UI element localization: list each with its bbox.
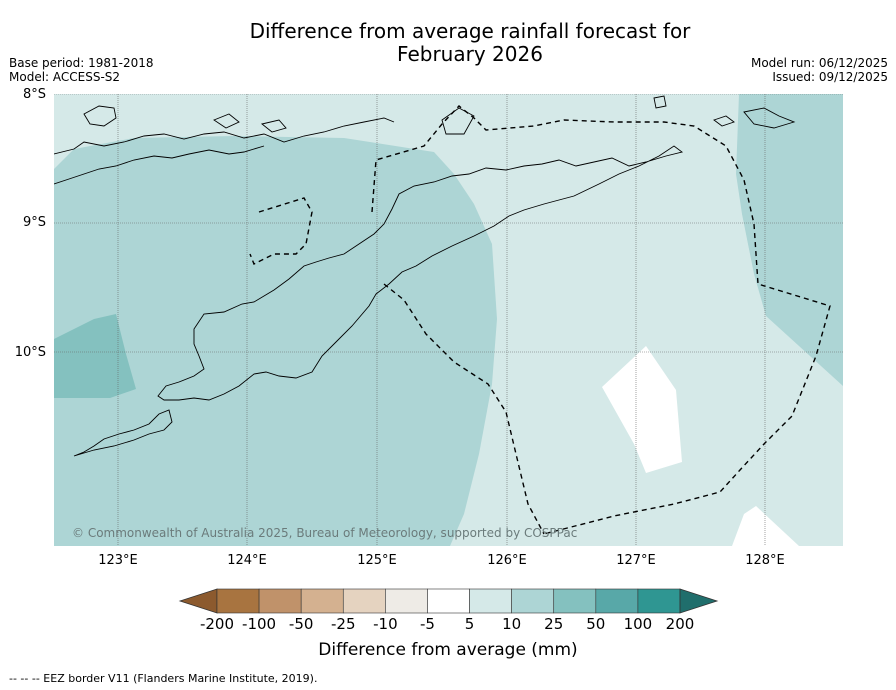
- colorbar-segment: [511, 588, 555, 614]
- colorbar-segment: [553, 588, 597, 614]
- coast-flores: [54, 117, 395, 155]
- lat-label-9s: 9°S: [22, 215, 46, 230]
- map-panel: [54, 94, 843, 546]
- coast-island-5: [713, 115, 735, 127]
- eez-legend-note: -- -- -- EEZ border V11 (Flanders Marine…: [9, 672, 318, 685]
- coastlines: [54, 95, 796, 457]
- cb-tick-label: -5: [419, 615, 435, 633]
- coast-lembata: [54, 145, 265, 185]
- cb-tick-label: 5: [464, 615, 475, 633]
- cb-tick-label: -100: [242, 615, 277, 633]
- colorbar-segment: [216, 588, 260, 614]
- cb-tick-label: 25: [544, 615, 564, 633]
- cb-tick-label: -50: [288, 615, 314, 633]
- chart-title: Difference from average rainfall forecas…: [200, 20, 740, 66]
- title-line-1: Difference from average rainfall forecas…: [249, 19, 691, 43]
- coast-rote: [73, 409, 173, 457]
- colorbar-segment: [595, 588, 639, 614]
- coast-wetar-east: [743, 107, 796, 129]
- cb-tick-label: 200: [665, 615, 695, 633]
- lon-label-123e: 123°E: [98, 553, 138, 568]
- region-white-1: [602, 346, 682, 473]
- copyright-notice: © Commonwealth of Australia 2025, Bureau…: [72, 526, 578, 540]
- eez-main: [371, 105, 831, 535]
- colorbar-segment: [300, 588, 344, 614]
- colorbar: [178, 588, 719, 614]
- colorbar-under-arrow: [178, 588, 218, 614]
- colorbar-segment: [258, 588, 302, 614]
- region-white-2: [732, 506, 799, 546]
- title-line-2: February 2026: [397, 42, 543, 66]
- base-period: Base period: 1981-2018: [9, 56, 154, 70]
- lon-label-126e: 126°E: [487, 553, 527, 568]
- lon-label-127e: 127°E: [616, 553, 656, 568]
- region-mid-east: [736, 94, 843, 386]
- cb-tick-label: 50: [586, 615, 606, 633]
- meta-left: Base period: 1981-2018 Model: ACCESS-S2: [9, 56, 154, 84]
- gridlines: [54, 94, 843, 546]
- colorbar-segments: [216, 588, 681, 614]
- colorbar-title: Difference from average (mm): [318, 640, 578, 660]
- model-name: Model: ACCESS-S2: [9, 70, 121, 84]
- cb-tick-label: -200: [199, 615, 235, 633]
- coast-island-3: [260, 119, 287, 133]
- colorbar-segment: [427, 588, 470, 614]
- coast-island-4: [653, 95, 667, 109]
- coast-atauro: [441, 107, 475, 135]
- coast-island-1: [83, 105, 117, 127]
- colorbar-segment: [385, 588, 428, 614]
- lon-label-124e: 124°E: [227, 553, 267, 568]
- colorbar-segment: [342, 588, 386, 614]
- model-run: Model run: 06/12/2025: [750, 56, 888, 70]
- colorbar-segment: [637, 588, 681, 614]
- eez-oecusse: [249, 197, 313, 265]
- region-dark-west: [54, 314, 136, 398]
- lon-label-128e: 128°E: [745, 553, 785, 568]
- lon-label-125e: 125°E: [357, 553, 397, 568]
- lat-label-10s: 10°S: [14, 345, 46, 360]
- eez-timor-sea: [383, 283, 545, 535]
- coast-timor: [157, 145, 684, 401]
- cb-tick-label: -25: [331, 615, 356, 633]
- coast-island-2: [213, 113, 240, 129]
- cb-tick-label: 100: [623, 615, 653, 633]
- meta-right: Model run: 06/12/2025 Issued: 09/12/2025: [751, 56, 888, 84]
- colorbar-over-arrow: [679, 588, 719, 614]
- region-mid-west: [54, 136, 497, 546]
- eez-border: [249, 105, 831, 535]
- cb-tick-label: 10: [502, 615, 522, 633]
- cb-tick-label: -10: [373, 615, 398, 633]
- lat-label-8s: 8°S: [22, 87, 46, 102]
- issued-date: Issued: 09/12/2025: [772, 70, 888, 84]
- colorbar-segment: [469, 588, 512, 614]
